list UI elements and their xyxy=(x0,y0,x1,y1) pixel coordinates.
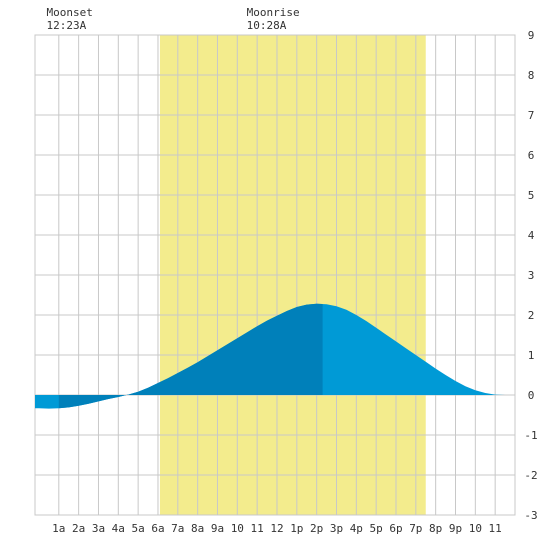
y-tick-label: -3 xyxy=(524,509,537,522)
x-tick-label: 1a xyxy=(52,522,65,535)
x-tick-label: 4a xyxy=(112,522,125,535)
y-tick-label: 6 xyxy=(528,149,535,162)
moon-event-time: 12:23A xyxy=(47,19,87,32)
y-tick-label: 4 xyxy=(528,229,535,242)
x-tick-label: 1p xyxy=(290,522,303,535)
x-tick-label: 7a xyxy=(171,522,184,535)
x-tick-label: 8a xyxy=(191,522,204,535)
y-tick-label: 7 xyxy=(528,109,535,122)
plot-border xyxy=(34,34,516,516)
tide-area-layer xyxy=(35,303,515,409)
x-tick-label: 11 xyxy=(251,522,264,535)
y-tick-label: -2 xyxy=(524,469,537,482)
y-tick-label: 5 xyxy=(528,189,535,202)
moon-event-time: 10:28A xyxy=(247,19,287,32)
y-tick-label: 0 xyxy=(528,389,535,402)
x-tick-label: 5p xyxy=(370,522,383,535)
y-tick-label: 3 xyxy=(528,269,535,282)
x-tick-label: 4p xyxy=(350,522,363,535)
x-tick-label: 12 xyxy=(270,522,283,535)
x-tick-label: 6p xyxy=(389,522,402,535)
x-tick-label: 9p xyxy=(449,522,462,535)
y-tick-label: 2 xyxy=(528,309,535,322)
x-tick-label: 9a xyxy=(211,522,224,535)
y-tick-label: -1 xyxy=(524,429,537,442)
y-tick-label: 1 xyxy=(528,349,535,362)
x-tick-label: 11 xyxy=(489,522,502,535)
grid-layer xyxy=(34,34,516,516)
y-axis-tick-labels: -3 -2 -1 0 1 2 3 4 5 6 7 8 9 xyxy=(524,29,537,522)
y-tick-label: 8 xyxy=(528,69,535,82)
x-tick-label: 8p xyxy=(429,522,442,535)
x-tick-label: 5a xyxy=(132,522,145,535)
tide-area-rising xyxy=(58,303,323,409)
y-tick-label: 9 xyxy=(528,29,535,42)
x-tick-label: 7p xyxy=(409,522,422,535)
x-tick-label: 3p xyxy=(330,522,343,535)
moon-event-label: Moonrise xyxy=(247,6,300,19)
x-axis-tick-labels: 1a 2a 3a 4a 5a 6a 7a 8a 9a 10 11 12 1p 2p 3p 4p 5p 6p 7p 8p… xyxy=(52,522,502,535)
x-tick-label: 10 xyxy=(469,522,482,535)
x-tick-label: 3a xyxy=(92,522,105,535)
x-tick-label: 6a xyxy=(151,522,164,535)
x-tick-label: 2a xyxy=(72,522,85,535)
x-tick-label: 2p xyxy=(310,522,323,535)
x-tick-label: 10 xyxy=(231,522,244,535)
moon-event-label: Moonset xyxy=(47,6,93,19)
